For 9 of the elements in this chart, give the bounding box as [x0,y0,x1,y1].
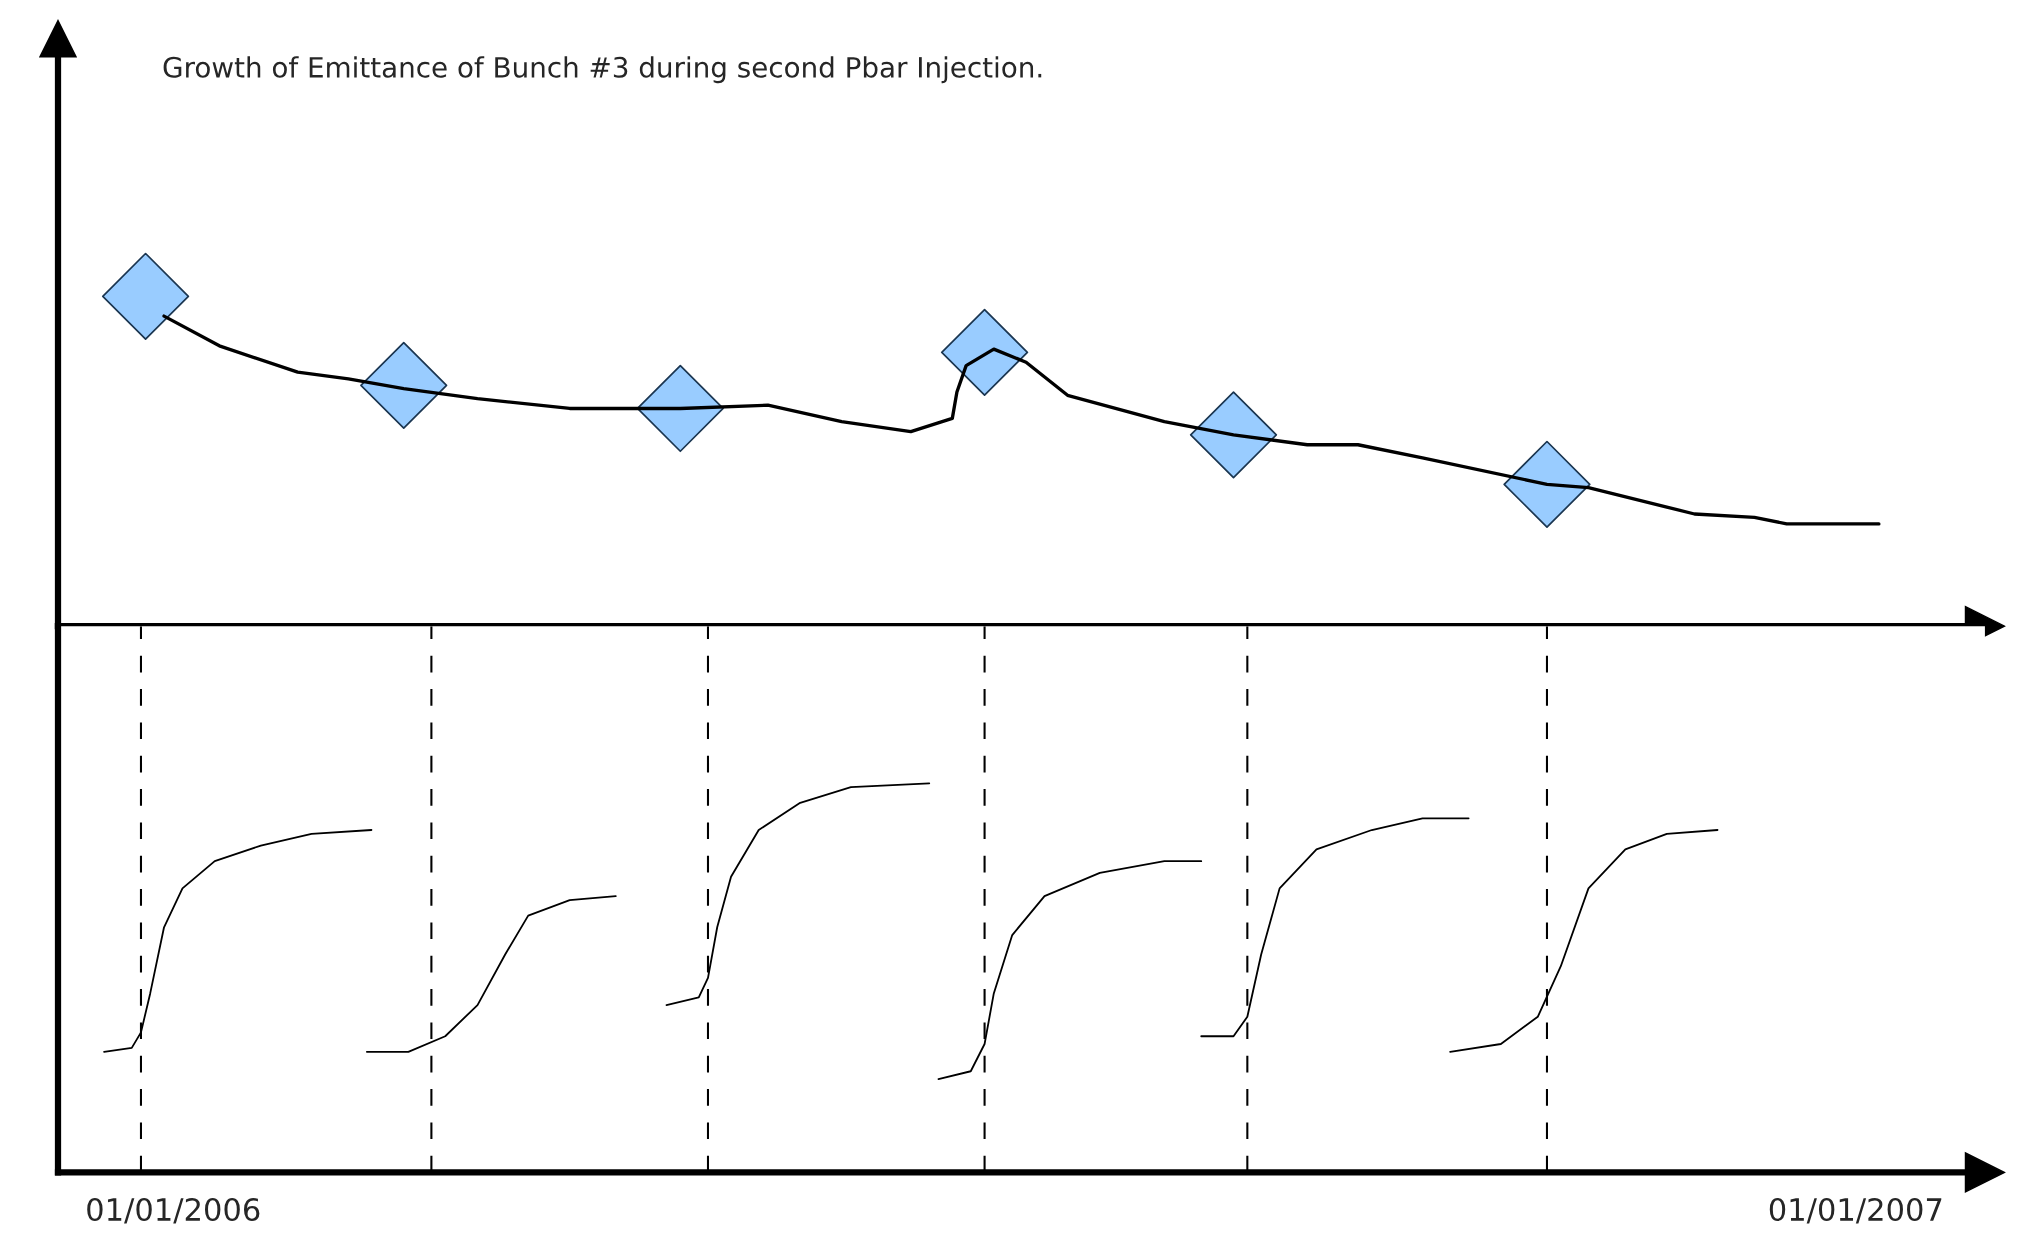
point [1189,391,1278,479]
x-tick-label: 01/01/2007 [1769,1197,1942,1224]
point [1503,440,1591,528]
point [940,308,1029,397]
point [360,341,448,430]
point [636,364,724,453]
chart-title: Growth of Emittance of Bunch #3 during second Pbar Injection. [163,56,1042,84]
x-tick-label: 01/01/2006 [87,1197,260,1224]
point [101,252,190,340]
